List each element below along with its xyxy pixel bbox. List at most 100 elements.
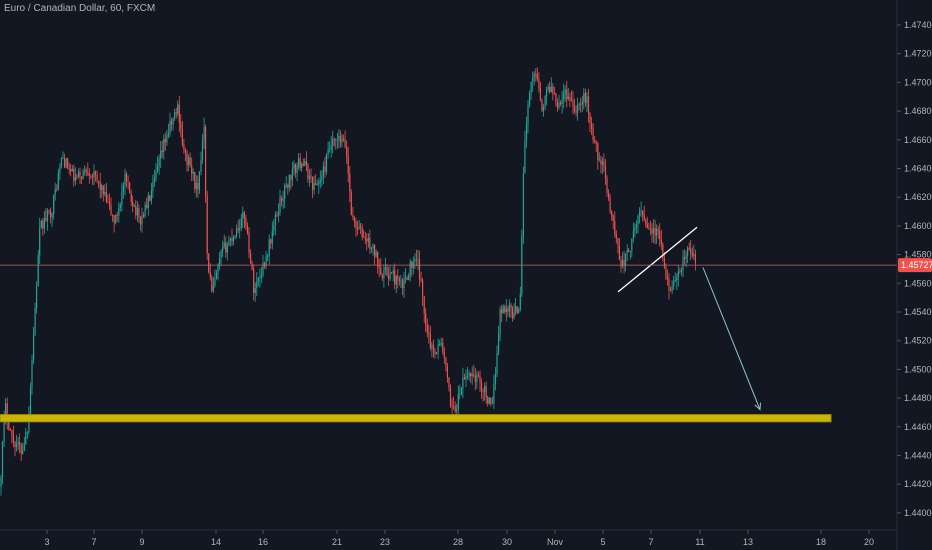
candle-body — [437, 344, 439, 353]
candle-body — [403, 278, 405, 289]
candle-body — [662, 244, 664, 259]
candle-body — [504, 306, 506, 313]
candle — [240, 213, 242, 232]
candle-body — [88, 173, 90, 177]
candle-body — [350, 192, 352, 216]
candle-body — [580, 104, 582, 106]
candle — [566, 81, 568, 108]
candle-body — [270, 239, 272, 244]
candle-body — [209, 272, 211, 278]
candle-body — [237, 228, 239, 231]
candle-body — [11, 430, 13, 436]
candle — [356, 221, 359, 236]
candle — [498, 325, 500, 356]
candle-body — [546, 89, 548, 96]
candle — [666, 269, 669, 286]
candle-body — [547, 87, 549, 90]
candle-body — [172, 118, 174, 125]
candle-body — [414, 259, 416, 262]
candle — [406, 275, 408, 281]
candle — [178, 96, 180, 133]
candle — [65, 157, 67, 169]
trendline[interactable] — [617, 226, 698, 293]
candle-body — [418, 259, 421, 280]
candle-body — [296, 166, 298, 173]
candle-body — [189, 157, 191, 166]
current-price-label: 1.45727 — [901, 260, 932, 270]
candle — [505, 299, 507, 322]
candle-body — [26, 431, 28, 433]
candle-body — [167, 133, 169, 136]
candle-body — [423, 296, 425, 314]
candle-body — [333, 139, 335, 140]
candle — [195, 175, 197, 198]
candle — [676, 273, 678, 291]
candle — [301, 162, 303, 172]
candle-body — [451, 406, 453, 407]
candle — [581, 96, 583, 113]
candle — [493, 374, 495, 409]
candle-body — [84, 169, 86, 171]
candle-body — [254, 288, 256, 293]
candle — [183, 138, 185, 154]
price-axis[interactable]: 1.47400 1.47200 1.47000 1.46800 1.46600 1.464… — [896, 0, 932, 550]
candle-body — [569, 96, 571, 99]
candle-body — [105, 192, 107, 202]
projection-arrow[interactable] — [702, 267, 761, 410]
candle — [680, 267, 682, 276]
candle-body — [198, 171, 200, 190]
candle — [96, 170, 98, 184]
candle-body — [408, 275, 410, 280]
candle-body — [367, 237, 369, 242]
candle-body — [225, 242, 227, 253]
time-axis[interactable]: 3 7 9 14 16 21 23 28 30 Nov 5 7 11 13 18 20 — [0, 529, 897, 547]
candle — [561, 90, 563, 114]
candle-body — [276, 214, 278, 216]
candle-body — [378, 266, 380, 268]
candle-body — [180, 122, 182, 130]
candle-body — [584, 93, 586, 104]
candle — [82, 168, 84, 180]
candle — [674, 272, 676, 282]
candle — [586, 91, 588, 112]
candle-body — [338, 135, 340, 140]
candle — [329, 141, 331, 153]
candle-body — [400, 280, 402, 282]
candle-body — [228, 241, 230, 246]
candle — [93, 164, 95, 186]
candle — [9, 428, 11, 431]
candle — [290, 174, 292, 190]
candle — [639, 207, 641, 224]
candle — [102, 185, 104, 202]
candle-body — [513, 312, 515, 319]
candle-body — [118, 208, 120, 216]
candle — [192, 168, 194, 181]
time-tick-label: 21 — [332, 537, 342, 547]
candle — [544, 94, 546, 111]
candle-body — [570, 99, 572, 101]
candle-body — [479, 375, 481, 383]
candle — [177, 100, 179, 117]
candle-body — [608, 192, 610, 198]
candle-body — [581, 101, 583, 105]
candle-body — [363, 236, 365, 238]
candle-body — [453, 406, 455, 407]
candle-body — [108, 202, 111, 206]
candle-body — [90, 176, 92, 177]
candle — [236, 224, 238, 239]
candle — [631, 238, 633, 258]
candle — [462, 367, 464, 398]
candle-body — [265, 256, 267, 267]
candle — [136, 201, 138, 222]
candle-body — [330, 145, 332, 150]
candle — [364, 232, 366, 245]
candle — [25, 428, 27, 445]
candle — [53, 194, 55, 220]
candle — [70, 164, 72, 177]
support-zone[interactable] — [0, 414, 832, 423]
candle — [188, 154, 190, 172]
candle — [377, 251, 379, 274]
candle-body — [527, 105, 529, 124]
